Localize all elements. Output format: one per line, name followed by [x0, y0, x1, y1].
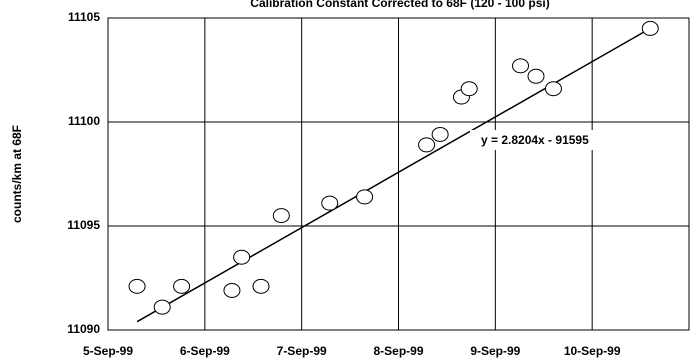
y-tick-label: 11100 — [68, 114, 100, 128]
data-point — [527, 68, 545, 84]
data-point — [223, 282, 241, 298]
data-point — [641, 20, 659, 36]
x-tick-label: 7-Sep-99 — [277, 344, 327, 358]
data-point — [544, 81, 562, 97]
y-tick-label: 11095 — [67, 218, 100, 232]
y-axis-label: counts/km at 68F — [10, 125, 24, 223]
data-point — [173, 278, 191, 294]
x-tick-label: 10-Sep-99 — [564, 344, 621, 358]
trendline-label: y = 2.8204x - 91595 — [481, 133, 589, 147]
x-tick-label: 6-Sep-99 — [180, 344, 230, 358]
data-point — [431, 126, 449, 142]
data-point — [512, 58, 530, 74]
data-point — [356, 189, 374, 205]
trendline-label-bg — [470, 130, 655, 150]
data-point — [272, 208, 290, 224]
x-tick-label: 9-Sep-99 — [470, 344, 520, 358]
data-point — [233, 249, 251, 265]
chart-title: Calibration Constant Corrected to 68F (1… — [250, 0, 549, 10]
data-point — [418, 137, 436, 153]
x-tick-label: 8-Sep-99 — [373, 344, 423, 358]
data-point — [321, 195, 339, 211]
data-point — [252, 278, 270, 294]
data-point — [460, 81, 478, 97]
y-tick-label: 11105 — [68, 10, 100, 24]
y-tick-label: 11090 — [67, 322, 100, 336]
x-tick-label: 5-Sep-99 — [83, 344, 133, 358]
data-point — [153, 299, 171, 315]
trendline — [136, 27, 651, 323]
data-point — [128, 278, 146, 294]
